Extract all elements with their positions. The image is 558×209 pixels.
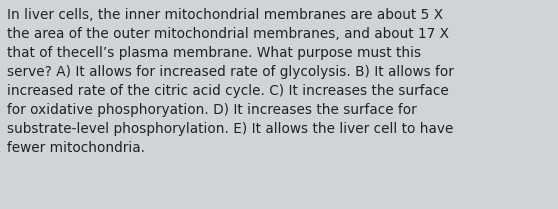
Text: In liver cells, the inner mitochondrial membranes are about 5 X
the area of the : In liver cells, the inner mitochondrial … — [7, 8, 454, 155]
